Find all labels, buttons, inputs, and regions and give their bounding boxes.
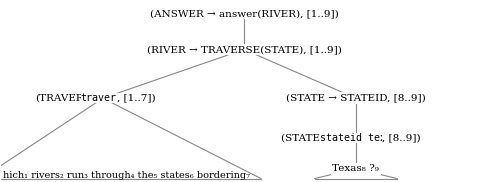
Text: (TRAVERSE→: (TRAVERSE→ bbox=[35, 94, 107, 103]
Text: (RIVER → TRAVERSE(STATE), [1..9]): (RIVER → TRAVERSE(STATE), [1..9]) bbox=[146, 45, 342, 54]
Text: , [1..7]): , [1..7]) bbox=[117, 94, 156, 103]
Text: Texas₈ ?₉: Texas₈ ?₉ bbox=[332, 164, 379, 173]
Text: hich₁ rivers₂ run₃ through₄ the₅ states₆ bordering₇: hich₁ rivers₂ run₃ through₄ the₅ states₆… bbox=[3, 171, 250, 180]
Text: , [8..9]): , [8..9]) bbox=[382, 133, 421, 143]
Text: (ANSWER → answer(RIVER), [1..9]): (ANSWER → answer(RIVER), [1..9]) bbox=[150, 9, 338, 18]
Text: (STATEID →: (STATEID → bbox=[281, 133, 347, 143]
Text: traverse: traverse bbox=[81, 93, 129, 103]
Text: stateid texas: stateid texas bbox=[321, 133, 398, 143]
Text: (STATE → STATEID, [8..9]): (STATE → STATEID, [8..9]) bbox=[286, 94, 426, 103]
